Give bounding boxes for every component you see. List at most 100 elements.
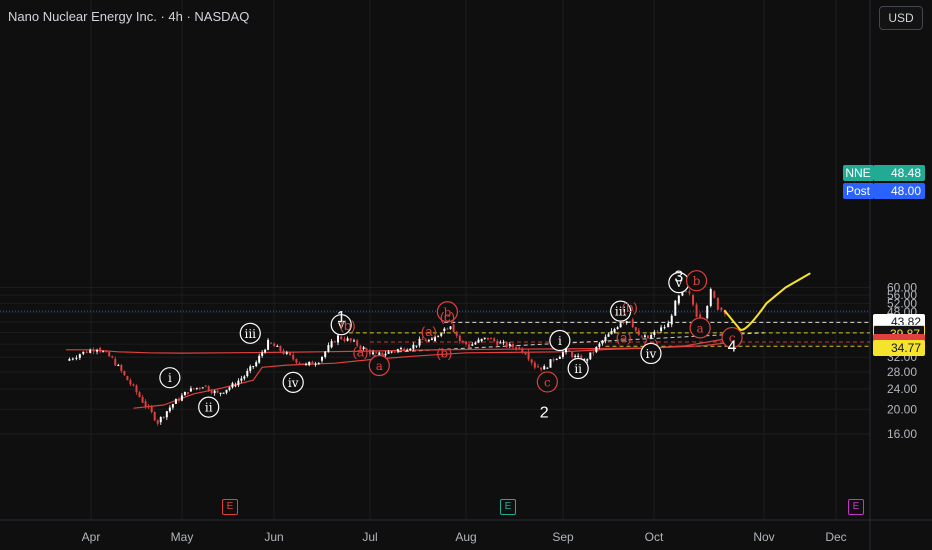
- candle[interactable]: [102, 350, 105, 353]
- candle[interactable]: [96, 348, 99, 355]
- candle[interactable]: [267, 338, 270, 351]
- candle[interactable]: [549, 359, 552, 368]
- candle[interactable]: [449, 326, 452, 330]
- candle[interactable]: [132, 383, 135, 387]
- wave-label[interactable]: ii: [198, 396, 220, 418]
- candle[interactable]: [646, 335, 649, 339]
- candle[interactable]: [308, 361, 311, 367]
- candle[interactable]: [598, 341, 601, 350]
- wave-label[interactable]: b: [685, 270, 708, 292]
- candle[interactable]: [162, 416, 165, 419]
- candle[interactable]: [285, 350, 288, 356]
- candle[interactable]: [375, 351, 378, 354]
- candle[interactable]: [437, 335, 440, 338]
- candle[interactable]: [477, 337, 480, 344]
- candle[interactable]: [225, 389, 228, 395]
- wave-label[interactable]: c: [536, 371, 558, 393]
- candle[interactable]: [483, 337, 486, 340]
- candle[interactable]: [443, 327, 446, 334]
- candle[interactable]: [186, 391, 189, 396]
- candle[interactable]: [490, 337, 493, 340]
- candle[interactable]: [604, 334, 607, 344]
- wave-label[interactable]: iii: [610, 300, 632, 322]
- wave-label[interactable]: c: [721, 326, 743, 349]
- candle[interactable]: [393, 350, 396, 353]
- wave-label[interactable]: (a): [616, 330, 632, 345]
- candle[interactable]: [240, 375, 243, 384]
- candle[interactable]: [574, 354, 577, 360]
- candle[interactable]: [486, 337, 489, 341]
- candle[interactable]: [324, 350, 327, 359]
- candle[interactable]: [524, 351, 527, 356]
- candle[interactable]: [264, 348, 267, 354]
- candle[interactable]: [330, 338, 333, 349]
- candle[interactable]: [521, 347, 524, 354]
- candle[interactable]: [75, 355, 78, 361]
- candle[interactable]: [695, 302, 698, 318]
- candle[interactable]: [670, 313, 673, 328]
- candle[interactable]: [147, 403, 150, 410]
- candle[interactable]: [403, 347, 406, 353]
- candle[interactable]: [189, 386, 192, 392]
- earnings-event-icon[interactable]: E: [500, 499, 516, 515]
- candle[interactable]: [337, 333, 339, 346]
- candle[interactable]: [568, 348, 571, 352]
- candle[interactable]: [688, 289, 691, 296]
- candle[interactable]: [601, 339, 604, 346]
- candle[interactable]: [210, 388, 213, 395]
- candle[interactable]: [356, 338, 359, 348]
- candle[interactable]: [518, 346, 521, 351]
- candle[interactable]: [471, 341, 474, 346]
- candle[interactable]: [305, 362, 307, 367]
- candle[interactable]: [117, 363, 120, 367]
- candle[interactable]: [198, 387, 201, 391]
- candle[interactable]: [713, 290, 716, 299]
- candle[interactable]: [237, 378, 240, 388]
- candle[interactable]: [129, 378, 132, 387]
- candle[interactable]: [171, 403, 174, 410]
- candle[interactable]: [99, 346, 102, 354]
- candle[interactable]: [653, 329, 656, 338]
- wave-label[interactable]: 1: [337, 309, 346, 326]
- candle[interactable]: [207, 385, 210, 393]
- candle[interactable]: [640, 334, 643, 338]
- candle[interactable]: [616, 326, 619, 330]
- candle[interactable]: [156, 419, 159, 426]
- candle[interactable]: [349, 338, 352, 343]
- candle[interactable]: [706, 305, 709, 320]
- candle[interactable]: [505, 341, 508, 349]
- candle[interactable]: [71, 357, 74, 361]
- candle[interactable]: [607, 332, 610, 337]
- candle[interactable]: [144, 399, 147, 409]
- candle[interactable]: [412, 342, 415, 352]
- candle[interactable]: [421, 336, 424, 340]
- candle[interactable]: [362, 346, 365, 351]
- candle[interactable]: [508, 342, 511, 349]
- candle[interactable]: [595, 346, 598, 354]
- candle[interactable]: [613, 327, 616, 334]
- candle[interactable]: [493, 337, 496, 343]
- candle[interactable]: [111, 355, 114, 359]
- candle[interactable]: [720, 306, 723, 312]
- candle[interactable]: [546, 367, 549, 369]
- candle[interactable]: [68, 357, 71, 362]
- candle[interactable]: [343, 336, 346, 343]
- candle[interactable]: [82, 351, 85, 356]
- candle[interactable]: [427, 338, 430, 342]
- candle[interactable]: [511, 342, 514, 350]
- candle[interactable]: [89, 348, 92, 354]
- candle[interactable]: [243, 375, 246, 381]
- candle[interactable]: [159, 416, 162, 425]
- candle[interactable]: [474, 341, 477, 345]
- candle[interactable]: [396, 348, 399, 354]
- candle[interactable]: [249, 364, 252, 374]
- wave-label[interactable]: (b): [622, 300, 638, 315]
- candle[interactable]: [692, 293, 695, 307]
- candle[interactable]: [415, 345, 418, 349]
- candle[interactable]: [515, 345, 518, 351]
- candle[interactable]: [637, 327, 640, 336]
- candle[interactable]: [430, 336, 433, 341]
- candle[interactable]: [674, 299, 677, 316]
- candle[interactable]: [92, 347, 95, 355]
- candle[interactable]: [126, 375, 129, 381]
